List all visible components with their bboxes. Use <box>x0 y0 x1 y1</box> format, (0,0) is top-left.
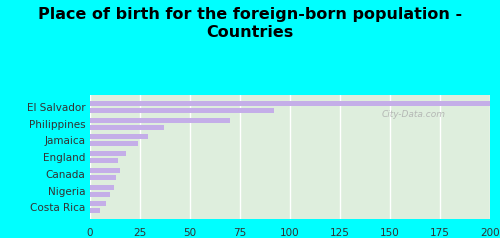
Bar <box>90 208 100 213</box>
Bar <box>90 192 110 197</box>
Bar <box>90 168 120 173</box>
Bar <box>90 134 148 139</box>
Bar <box>90 101 490 106</box>
Text: Place of birth for the foreign-born population -
Countries: Place of birth for the foreign-born popu… <box>38 7 462 40</box>
Bar <box>90 108 274 113</box>
Bar <box>90 118 230 123</box>
Text: City-Data.com: City-Data.com <box>382 110 446 119</box>
Bar <box>90 158 118 163</box>
Bar <box>90 125 164 130</box>
Bar <box>90 184 114 189</box>
Bar <box>90 141 138 146</box>
Bar <box>90 151 126 156</box>
Bar <box>90 175 116 180</box>
Bar <box>90 201 106 206</box>
